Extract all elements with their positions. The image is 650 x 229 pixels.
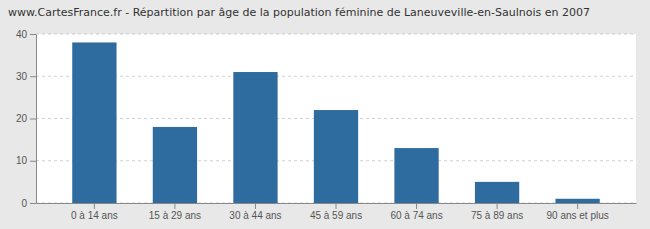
bar (314, 110, 358, 203)
bar (475, 182, 519, 203)
y-tick-mark (30, 34, 36, 35)
grid (36, 34, 636, 203)
x-tick-label: 45 à 59 ans (310, 210, 362, 221)
y-tick: 0 (21, 198, 36, 209)
bar (394, 148, 438, 203)
x-tick: 45 à 59 ans (310, 203, 362, 221)
plot: 0 à 14 ans 15 à 29 ans 30 à 44 ans 45 à 59 … (16, 29, 637, 221)
x-tick-label: 30 à 44 ans (229, 210, 281, 221)
x-tick: 90 ans et plus (546, 203, 608, 221)
x-tick-label: 75 à 89 ans (471, 210, 523, 221)
x-tick-label: 60 à 74 ans (390, 210, 442, 221)
grid-line (36, 76, 636, 77)
x-tick: 60 à 74 ans (390, 203, 442, 221)
background (0, 0, 650, 229)
y-tick-label: 40 (16, 29, 28, 40)
y-tick: 10 (16, 155, 36, 166)
x-tick-mark (577, 203, 578, 209)
bar (233, 72, 277, 203)
y-tick-mark (30, 76, 36, 77)
x-tick-label: 90 ans et plus (546, 210, 608, 221)
y-tick-label: 30 (16, 71, 28, 82)
y-tick-label: 20 (16, 113, 28, 124)
x-tick-mark (94, 203, 95, 209)
bars (72, 42, 600, 203)
x-tick-mark (497, 203, 498, 209)
x-tick-mark (336, 203, 337, 209)
x-tick: 30 à 44 ans (229, 203, 281, 221)
y-tick-mark (30, 161, 36, 162)
x-tick: 0 à 14 ans (71, 203, 118, 221)
y-tick-mark (30, 119, 36, 120)
chart-container: www.CartesFrance.fr - Répartition par âg… (0, 0, 650, 229)
x-tick-label: 0 à 14 ans (71, 210, 118, 221)
bar (72, 42, 116, 203)
chart-svg: www.CartesFrance.fr - Répartition par âg… (0, 0, 650, 229)
x-tick-label: 15 à 29 ans (149, 210, 201, 221)
y-tick-label: 10 (16, 155, 28, 166)
x-axis: 0 à 14 ans 15 à 29 ans 30 à 44 ans 45 à 59 … (37, 203, 637, 221)
x-tick: 15 à 29 ans (149, 203, 201, 221)
y-tick: 20 (16, 113, 36, 124)
x-tick: 75 à 89 ans (471, 203, 523, 221)
plot-background (36, 34, 636, 203)
x-tick-mark (255, 203, 256, 209)
y-tick: 40 (16, 29, 36, 40)
y-axis-line (36, 35, 37, 204)
y-tick: 30 (16, 71, 36, 82)
bar (153, 127, 197, 203)
bar (555, 199, 599, 203)
grid-line (36, 34, 636, 35)
y-tick-label: 0 (21, 198, 27, 209)
y-axis: 0 10 20 30 40 (16, 29, 37, 209)
x-tick-mark (174, 203, 175, 209)
x-tick-mark (416, 203, 417, 209)
y-tick-mark (30, 203, 36, 204)
title: www.CartesFrance.fr - Répartition par âg… (8, 6, 590, 19)
